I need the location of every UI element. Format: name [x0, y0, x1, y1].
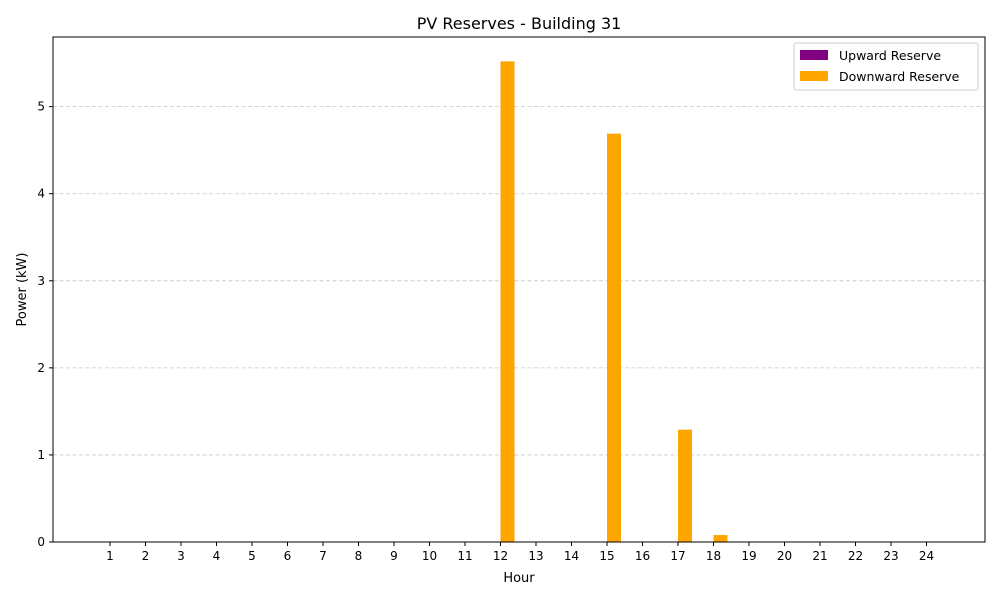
y-tick-label: 5	[37, 100, 45, 114]
x-tick-label: 13	[528, 549, 543, 563]
downward-reserve-bar	[607, 133, 621, 542]
downward-reserve-bar	[713, 535, 728, 542]
x-tick-label: 4	[213, 549, 221, 563]
downward-reserve-bar	[678, 429, 692, 542]
x-tick-label: 16	[635, 549, 650, 563]
gridlines	[53, 106, 985, 456]
x-tick-label: 17	[670, 549, 685, 563]
y-tick-label: 1	[37, 448, 45, 462]
x-tick-label: 12	[493, 549, 508, 563]
plot-frame	[52, 36, 986, 543]
y-tick-label: 3	[37, 274, 45, 288]
y-tick-label: 0	[37, 535, 45, 549]
x-tick-label: 19	[741, 549, 756, 563]
legend-swatch-upward	[800, 50, 828, 60]
x-tick-label: 15	[599, 549, 614, 563]
x-tick-label: 3	[177, 549, 185, 563]
x-tick-label: 14	[564, 549, 579, 563]
x-tick-label: 21	[812, 549, 827, 563]
x-axis-ticks: 1 2 3 4 5 6 7 8 9 10 11 12 13 14 15 16 17 18 19 20 21 22 23 24	[106, 542, 934, 563]
y-tick-label: 2	[37, 361, 45, 375]
x-tick-label: 10	[422, 549, 437, 563]
x-axis-label: Hour	[503, 571, 535, 586]
x-tick-label: 5	[248, 549, 256, 563]
y-axis-label: Power (kW)	[15, 253, 30, 327]
x-tick-label: 22	[848, 549, 863, 563]
x-tick-label: 8	[355, 549, 363, 563]
legend: Upward Reserve Downward Reserve	[793, 42, 979, 91]
legend-label-upward: Upward Reserve	[839, 48, 941, 63]
x-tick-label: 20	[777, 549, 792, 563]
legend-label-downward: Downward Reserve	[839, 69, 960, 84]
x-tick-label: 2	[142, 549, 150, 563]
x-tick-label: 1	[106, 549, 114, 563]
y-axis-ticks: 0 1 2 3 4 5	[37, 100, 53, 549]
x-tick-label: 9	[390, 549, 398, 563]
x-tick-label: 7	[319, 549, 327, 563]
bars	[500, 61, 728, 543]
x-tick-label: 6	[284, 549, 292, 563]
legend-swatch-downward	[800, 71, 828, 81]
x-tick-label: 18	[706, 549, 721, 563]
downward-reserve-bar	[500, 61, 515, 543]
x-tick-label: 24	[919, 549, 934, 563]
chart-title: PV Reserves - Building 31	[417, 14, 622, 33]
x-tick-label: 11	[457, 549, 472, 563]
y-tick-label: 4	[37, 187, 45, 201]
x-tick-label: 23	[883, 549, 898, 563]
legend-box	[793, 42, 979, 91]
